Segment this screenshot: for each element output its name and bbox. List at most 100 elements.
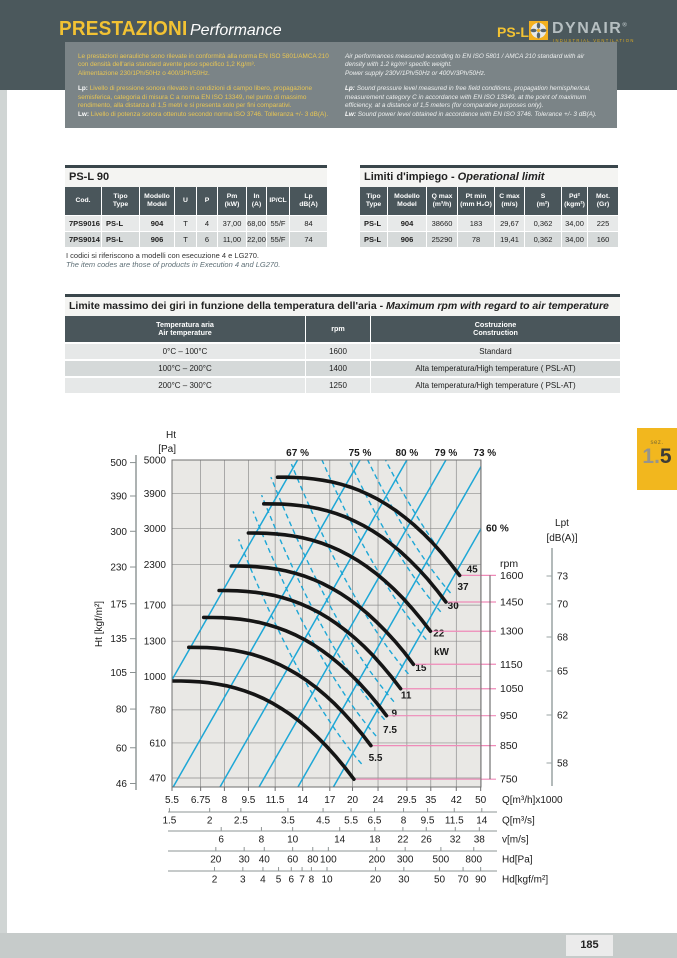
table-psl90-title: PS-L 90 <box>65 168 327 187</box>
svg-text:10: 10 <box>287 835 299 846</box>
svg-text:4.5: 4.5 <box>316 816 330 827</box>
page-subtitle: Performance <box>190 22 282 39</box>
info-it-lw: Lw: Livello di potenza sonora ottenuto s… <box>78 110 329 118</box>
svg-text:v[m/s]: v[m/s] <box>502 835 529 846</box>
info-en-lw: Lw: Sound power level obtained in accord… <box>345 110 597 118</box>
svg-text:11.5: 11.5 <box>445 816 464 827</box>
svg-text:1600: 1600 <box>500 570 524 582</box>
svg-text:30: 30 <box>239 855 251 866</box>
svg-text:780: 780 <box>149 705 166 716</box>
table-row: 7PS9014 PS-L 906 T 6 11,00 22,00 55/F 74 <box>65 231 327 247</box>
table-temperature-header: Temperatura aria Air temperature rpm Cost… <box>65 316 620 342</box>
svg-text:Lpt: Lpt <box>555 518 569 529</box>
table-row: PS-L 904 38660 183 29,67 0,362 34,00 225 <box>360 215 618 231</box>
svg-text:300: 300 <box>110 527 127 538</box>
svg-text:15: 15 <box>415 663 427 674</box>
svg-text:29.5: 29.5 <box>397 795 417 806</box>
svg-text:500: 500 <box>433 855 450 866</box>
svg-text:850: 850 <box>500 740 518 752</box>
svg-text:20: 20 <box>370 875 382 886</box>
svg-text:8: 8 <box>259 835 265 846</box>
svg-text:90: 90 <box>475 875 487 886</box>
svg-text:45: 45 <box>467 564 479 575</box>
svg-text:58: 58 <box>557 759 569 770</box>
svg-text:5.5: 5.5 <box>369 753 383 764</box>
svg-text:73 %: 73 % <box>473 448 496 459</box>
svg-text:9.5: 9.5 <box>421 816 435 827</box>
svg-text:14: 14 <box>297 795 309 806</box>
info-it-power: Alimentazione 230/1Ph/50Hz o 400/3Ph/50H… <box>78 69 210 77</box>
svg-text:1700: 1700 <box>144 601 167 612</box>
svg-text:65: 65 <box>557 667 569 678</box>
svg-text:37: 37 <box>457 582 469 593</box>
page-title: PRESTAZIONI <box>59 18 188 40</box>
svg-text:46: 46 <box>116 779 128 790</box>
svg-text:500: 500 <box>110 458 127 469</box>
table-temperature-title: Limite massimo dei giri in funzione dell… <box>65 297 620 316</box>
svg-text:1050: 1050 <box>500 683 524 695</box>
info-column-italian: Le prestazioni aerauliche sono rilevate … <box>78 53 337 118</box>
svg-text:Ht [kgf/m²]: Ht [kgf/m²] <box>94 601 105 647</box>
fan-icon <box>529 22 548 44</box>
table-row: 7PS9016 PS-L 904 T 4 37,00 68,00 55/F 84 <box>65 215 327 231</box>
svg-text:3: 3 <box>240 875 246 886</box>
svg-text:5.5: 5.5 <box>344 816 358 827</box>
svg-text:Hd[kgf/m²]: Hd[kgf/m²] <box>502 875 548 886</box>
svg-text:470: 470 <box>149 774 166 785</box>
svg-text:80: 80 <box>116 705 128 716</box>
svg-text:200: 200 <box>368 855 385 866</box>
table-temperature: Limite massimo dei giri in funzione dell… <box>65 294 620 393</box>
svg-text:17: 17 <box>324 795 336 806</box>
svg-text:kW: kW <box>434 647 450 658</box>
svg-text:80 %: 80 % <box>395 448 418 459</box>
svg-text:950: 950 <box>500 710 518 722</box>
svg-text:35: 35 <box>425 795 437 806</box>
svg-text:175: 175 <box>110 599 127 610</box>
svg-text:[Pa]: [Pa] <box>158 444 176 455</box>
svg-text:135: 135 <box>110 634 127 645</box>
svg-text:22: 22 <box>433 629 445 640</box>
svg-text:70: 70 <box>557 600 569 611</box>
svg-text:1.5: 1.5 <box>162 816 176 827</box>
table-limits-title: Limiti d'impiego - Operational limit <box>360 168 618 187</box>
table-top-border <box>360 165 618 168</box>
svg-text:67 %: 67 % <box>286 448 309 459</box>
svg-text:2: 2 <box>207 816 213 827</box>
svg-text:10: 10 <box>321 875 333 886</box>
table-psl90-header: Cod. Tipo Type Modello Model U P Pm (kW) In… <box>65 187 327 215</box>
svg-text:8: 8 <box>401 816 407 827</box>
info-column-english: Air performances measured according to E… <box>345 53 604 118</box>
performance-chart: 67 % 75 % 80 % 79 % 73 %60 %45373022151197.5… <box>94 430 578 886</box>
svg-text:20: 20 <box>347 795 359 806</box>
svg-text:1450: 1450 <box>500 596 524 608</box>
svg-text:1300: 1300 <box>500 626 524 638</box>
svg-text:60: 60 <box>116 743 128 754</box>
svg-text:3000: 3000 <box>144 524 167 535</box>
info-box: Le prestazioni aerauliche sono rilevate … <box>65 42 617 128</box>
footer-band <box>0 933 677 958</box>
svg-text:9: 9 <box>392 709 398 720</box>
page-edge-strip <box>0 90 7 933</box>
svg-text:18: 18 <box>369 835 381 846</box>
section-tab-caption: sez. <box>650 440 664 446</box>
svg-text:62: 62 <box>557 711 569 722</box>
section-tab: sez. 1.5 <box>637 428 677 490</box>
svg-text:75 %: 75 % <box>349 448 372 459</box>
svg-text:Ht: Ht <box>166 430 176 441</box>
svg-text:230: 230 <box>110 563 127 574</box>
svg-text:6.5: 6.5 <box>368 816 382 827</box>
svg-text:9.5: 9.5 <box>241 795 255 806</box>
table-row: 200°C – 300°C 1250 Alta temperatura/High t… <box>65 376 620 393</box>
note-english: The item codes are those of products in … <box>66 260 281 269</box>
svg-text:1000: 1000 <box>144 672 167 683</box>
svg-text:2: 2 <box>212 875 218 886</box>
svg-text:7.5: 7.5 <box>383 725 397 736</box>
brand-name: DYNAIR® <box>552 20 629 37</box>
svg-text:3900: 3900 <box>144 489 167 500</box>
svg-text:390: 390 <box>110 491 127 502</box>
svg-text:8: 8 <box>309 875 315 886</box>
table-limits: Limiti d'impiego - Operational limit Tip… <box>360 165 618 247</box>
svg-text:6: 6 <box>218 835 224 846</box>
svg-text:2300: 2300 <box>144 560 167 571</box>
